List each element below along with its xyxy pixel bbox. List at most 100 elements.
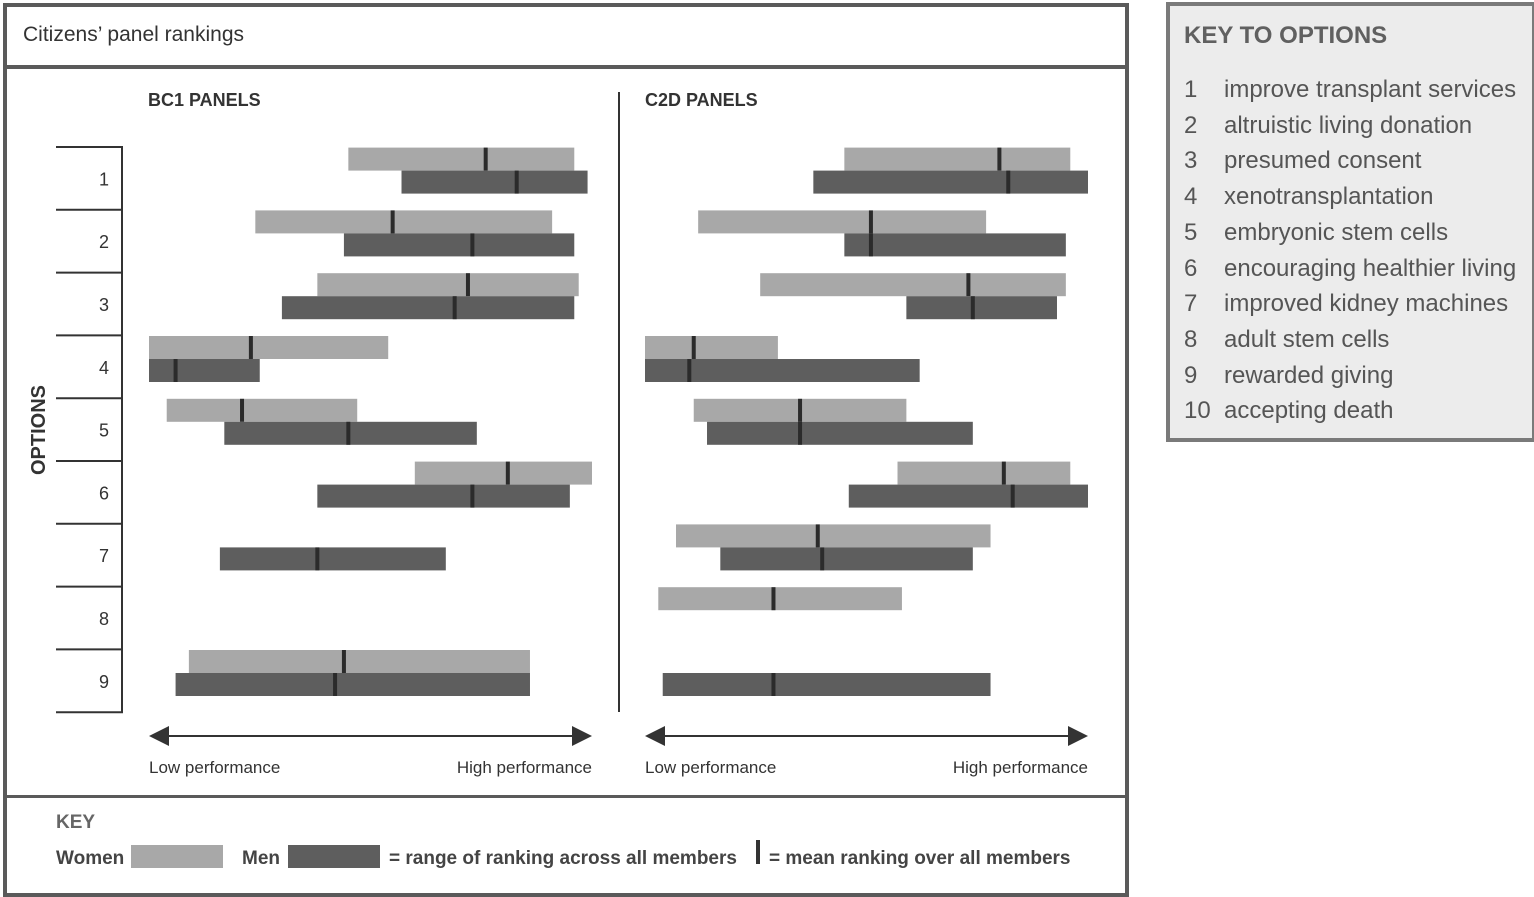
- legend-men-label: Men: [242, 848, 280, 869]
- range-bar-men-option-2: [844, 233, 1066, 257]
- key-item-label: accepting death: [1224, 397, 1394, 425]
- mean-tick-women-option-5: [240, 398, 245, 422]
- title-bar: Citizens’ panel rankings: [7, 7, 1125, 69]
- y-tick-label: 5: [99, 421, 109, 441]
- y-tick-label: 9: [99, 672, 109, 692]
- panel-title: C2D PANELS: [645, 90, 758, 110]
- mean-tick-men-option-7: [315, 547, 320, 571]
- mean-tick-women-option-4: [248, 336, 253, 359]
- key-item-label: embryonic stem cells: [1224, 218, 1449, 246]
- mean-tick-men-option-3: [452, 296, 457, 320]
- mean-tick-men-option-1: [514, 170, 519, 194]
- mean-tick-women-option-1: [997, 147, 1002, 171]
- key-item: 3 presumed consent: [1184, 147, 1421, 175]
- range-bar-women-option-6: [414, 461, 592, 485]
- range-bar-men-option-2: [343, 233, 575, 257]
- chart-title: Citizens’ panel rankings: [23, 23, 245, 46]
- range-bar-women-option-4: [645, 336, 778, 359]
- key-item-label: xenotransplantation: [1224, 183, 1434, 211]
- mean-tick-men-option-2: [470, 233, 475, 257]
- mean-tick-women-option-4: [691, 336, 696, 359]
- mean-tick-men-option-6: [470, 484, 475, 508]
- mean-tick-women-option-2: [390, 210, 395, 234]
- range-bar-men-option-7: [720, 547, 973, 571]
- key-item-label: improved kidney machines: [1224, 290, 1509, 318]
- key-item: 5 embryonic stem cells: [1184, 219, 1448, 247]
- range-bar-men-option-5: [224, 421, 477, 445]
- legend: KEY Women Men = range of ranking across …: [7, 795, 1125, 896]
- key-item-label: presumed consent: [1224, 147, 1422, 175]
- legend-range-text: = range of ranking across all members: [389, 848, 737, 869]
- mean-tick-men-option-6: [1010, 484, 1015, 508]
- key-item-label: rewarded giving: [1224, 361, 1394, 389]
- mean-tick-men-option-7: [820, 547, 825, 571]
- y-tick-label: 1: [99, 169, 109, 189]
- mean-tick-women-option-7: [815, 524, 820, 548]
- x-low-label: Low performance: [645, 758, 776, 777]
- mean-tick-men-option-5: [798, 421, 803, 445]
- legend-mean-tick: [756, 840, 760, 864]
- axis-layer: 1 2 3 4 5 6 7 8 9: [56, 92, 620, 714]
- options-key: KEY TO OPTIONS 1 improve transplant servi…: [1166, 2, 1534, 442]
- range-bar-women-option-5: [166, 398, 358, 422]
- y-tick-label: 8: [99, 609, 109, 629]
- mean-tick-men-option-2: [868, 233, 873, 257]
- x-high-label: High performance: [953, 758, 1088, 777]
- legend-men-swatch: [288, 845, 380, 868]
- range-bar-women-option-4: [149, 336, 389, 359]
- options-key-title: KEY TO OPTIONS: [1184, 22, 1388, 49]
- key-item-label: encouraging healthier living: [1224, 254, 1517, 282]
- key-item: 10 accepting death: [1184, 397, 1393, 425]
- mean-tick-women-option-3: [966, 273, 971, 297]
- key-item: 9 rewarded giving: [1184, 362, 1393, 390]
- legend-title: KEY: [56, 812, 96, 833]
- mean-tick-women-option-6: [1001, 461, 1006, 485]
- x-high-label: High performance: [457, 758, 592, 777]
- key-item: 4 xenotransplantation: [1184, 183, 1433, 211]
- range-bar-women-option-9: [188, 650, 530, 673]
- range-bar-men-option-9: [175, 673, 530, 696]
- range-bar-women-option-8: [658, 587, 902, 611]
- key-item: 1 improve transplant services: [1184, 76, 1516, 104]
- range-bar-women-option-1: [844, 147, 1071, 171]
- y-tick-label: 4: [99, 358, 109, 378]
- legend-mean-text: = mean ranking over all members: [769, 848, 1071, 869]
- range-bar-men-option-6: [317, 484, 570, 508]
- panel-title: BC1 PANELS: [148, 90, 261, 110]
- range-bar-women-option-3: [317, 273, 579, 297]
- range-bar-men-option-1: [401, 170, 588, 194]
- y-tick-label: 2: [99, 232, 109, 252]
- y-tick-label: 7: [99, 546, 109, 566]
- range-bar-women-option-6: [897, 461, 1071, 485]
- range-bar-men-option-7: [219, 547, 446, 571]
- legend-women-swatch: [131, 845, 223, 868]
- mean-tick-men-option-4: [687, 359, 692, 382]
- key-item-number: 8: [1184, 325, 1198, 353]
- range-bar-women-option-7: [676, 524, 991, 548]
- mean-tick-women-option-6: [505, 461, 510, 485]
- mean-tick-men-option-9: [771, 673, 776, 696]
- key-item-number: 7: [1184, 290, 1198, 318]
- mean-tick-men-option-4: [173, 359, 178, 382]
- mean-tick-men-option-9: [333, 673, 338, 696]
- range-bar-women-option-2: [698, 210, 987, 234]
- mean-tick-women-option-9: [341, 650, 346, 673]
- range-bar-women-option-3: [760, 273, 1066, 297]
- key-item-label: adult stem cells: [1224, 325, 1390, 353]
- y-tick-label: 3: [99, 295, 109, 315]
- key-item-number: 5: [1184, 218, 1198, 246]
- key-item: 8 adult stem cells: [1184, 326, 1389, 354]
- key-item-number: 10: [1184, 397, 1211, 425]
- range-bar-men-option-9: [662, 673, 991, 696]
- range-bar-men-option-3: [281, 296, 575, 320]
- mean-tick-women-option-3: [465, 273, 470, 297]
- mean-tick-men-option-5: [346, 421, 351, 445]
- range-bar-women-option-1: [348, 147, 575, 171]
- key-item: 2 altruistic living donation: [1184, 112, 1472, 140]
- mean-tick-men-option-3: [970, 296, 975, 320]
- mean-tick-men-option-1: [1006, 170, 1011, 194]
- range-chart: 1 2 3 4 5 6 7 8 9 BC1 PANELS Low performance Hig…: [28, 90, 1088, 777]
- mean-tick-women-option-2: [868, 210, 873, 234]
- mean-tick-women-option-5: [798, 398, 803, 422]
- key-item-number: 4: [1184, 183, 1198, 211]
